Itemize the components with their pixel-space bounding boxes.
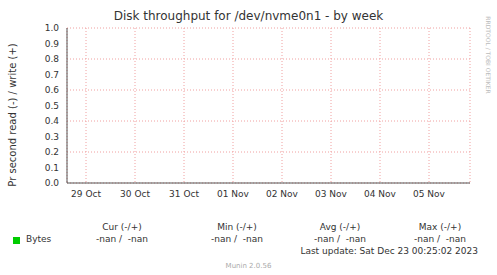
svg-text:0.6: 0.6 xyxy=(45,85,60,95)
svg-text:0.7: 0.7 xyxy=(45,70,59,80)
svg-text:05 Nov: 05 Nov xyxy=(413,189,446,199)
html-text:-nan / -nan: -nan / -nan xyxy=(414,234,466,244)
svg-text:0.9: 0.9 xyxy=(45,39,60,49)
html-text:Last update: Sat Dec 23 00:25:: Last update: Sat Dec 23 00:25:02 2023 xyxy=(300,246,478,256)
svg-text:01 Nov: 01 Nov xyxy=(217,189,250,199)
svg-text:0.4: 0.4 xyxy=(45,116,60,126)
svg-text:0.2: 0.2 xyxy=(45,147,59,157)
svg-text:04 Nov: 04 Nov xyxy=(364,189,397,199)
svg-text:0.0: 0.0 xyxy=(45,178,60,188)
svg-text:1.0: 1.0 xyxy=(45,23,60,33)
svg-text:31 Oct: 31 Oct xyxy=(169,189,199,199)
svg-text:30 Oct: 30 Oct xyxy=(120,189,150,199)
html-text:-nan / -nan: -nan / -nan xyxy=(96,234,148,244)
html-text:Disk throughput for /dev/nvme0: Disk throughput for /dev/nvme0n1 - by we… xyxy=(113,9,384,23)
svg-text:0.1: 0.1 xyxy=(45,163,59,173)
html-text:RRDTOOL / TOBI OETIKER: RRDTOOL / TOBI OETIKER xyxy=(484,16,492,94)
html-text:Cur (-/+): Cur (-/+) xyxy=(102,222,142,232)
svg-text:03 Nov: 03 Nov xyxy=(315,189,348,199)
svg-text:0.3: 0.3 xyxy=(45,132,59,142)
html-text:Max (-/+): Max (-/+) xyxy=(418,222,462,232)
html-text:Pr second read (-) / write (+): Pr second read (-) / write (+) xyxy=(6,43,18,187)
svg-text:0.5: 0.5 xyxy=(45,101,59,111)
html-text:Min (-/+): Min (-/+) xyxy=(217,222,257,232)
svg-text:29 Oct: 29 Oct xyxy=(71,189,101,199)
html-text:-nan / -nan: -nan / -nan xyxy=(314,234,366,244)
svg-text:0.8: 0.8 xyxy=(45,54,60,64)
svg-text:02 Nov: 02 Nov xyxy=(266,189,299,199)
html-text:Munin 2.0.56: Munin 2.0.56 xyxy=(225,262,272,270)
html-text:Bytes: Bytes xyxy=(26,234,52,244)
html-text:-nan / -nan: -nan / -nan xyxy=(211,234,263,244)
html-text:Avg (-/+): Avg (-/+) xyxy=(319,222,361,232)
